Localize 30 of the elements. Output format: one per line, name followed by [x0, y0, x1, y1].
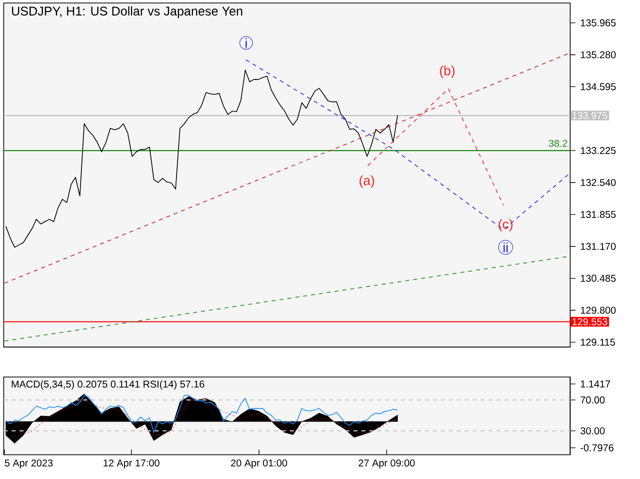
- y2-tick-label: 30.00: [580, 427, 605, 434]
- y-tick-label: 135.280: [580, 51, 616, 58]
- y-tick-label: 131.855: [580, 211, 616, 218]
- annotation: ii: [504, 242, 508, 252]
- y-tick-label: 130.485: [580, 274, 616, 282]
- chart-title: USDJPY, H1: US Dollar vs Japanese Yen: [12, 6, 242, 18]
- x-tick-label: 12 Apr 17:00: [104, 460, 160, 469]
- x-tick-label: 5 Apr 2023: [4, 460, 53, 469]
- y2-tick-label: 70.00: [580, 396, 605, 404]
- x-tick-label: 20 Apr 01:00: [231, 460, 288, 469]
- annotation: (a): [360, 176, 374, 188]
- y-tick-label: 1.1417: [580, 380, 610, 388]
- x-tick-label: 27 Apr 09:00: [358, 460, 415, 469]
- annotation: i: [246, 38, 247, 48]
- ref-line-label: 129.553: [572, 318, 608, 326]
- y-tick-label: 132.540: [580, 179, 616, 186]
- annotation: 38.2: [548, 140, 568, 148]
- line-series: [246, 60, 570, 230]
- y-tick-label: 135.965: [580, 19, 616, 26]
- y-tick-label: 131.170: [580, 242, 616, 250]
- annotation: (b): [440, 66, 455, 78]
- annotation: (c): [498, 219, 513, 232]
- y-tick-label: 133.225: [580, 147, 616, 154]
- ref-line-label: 133.975: [572, 112, 608, 120]
- line-series: [14, 398, 398, 437]
- chart-title: MACD(5,34,5) 0.2075 0.1141 RSI(14) 57.16: [12, 380, 204, 390]
- y-tick-label: 129.800: [580, 306, 616, 314]
- y-tick-label: 134.595: [580, 83, 616, 90]
- y-tick-label: -0.7976: [580, 444, 614, 452]
- y-tick-label: 129.115: [580, 338, 615, 346]
